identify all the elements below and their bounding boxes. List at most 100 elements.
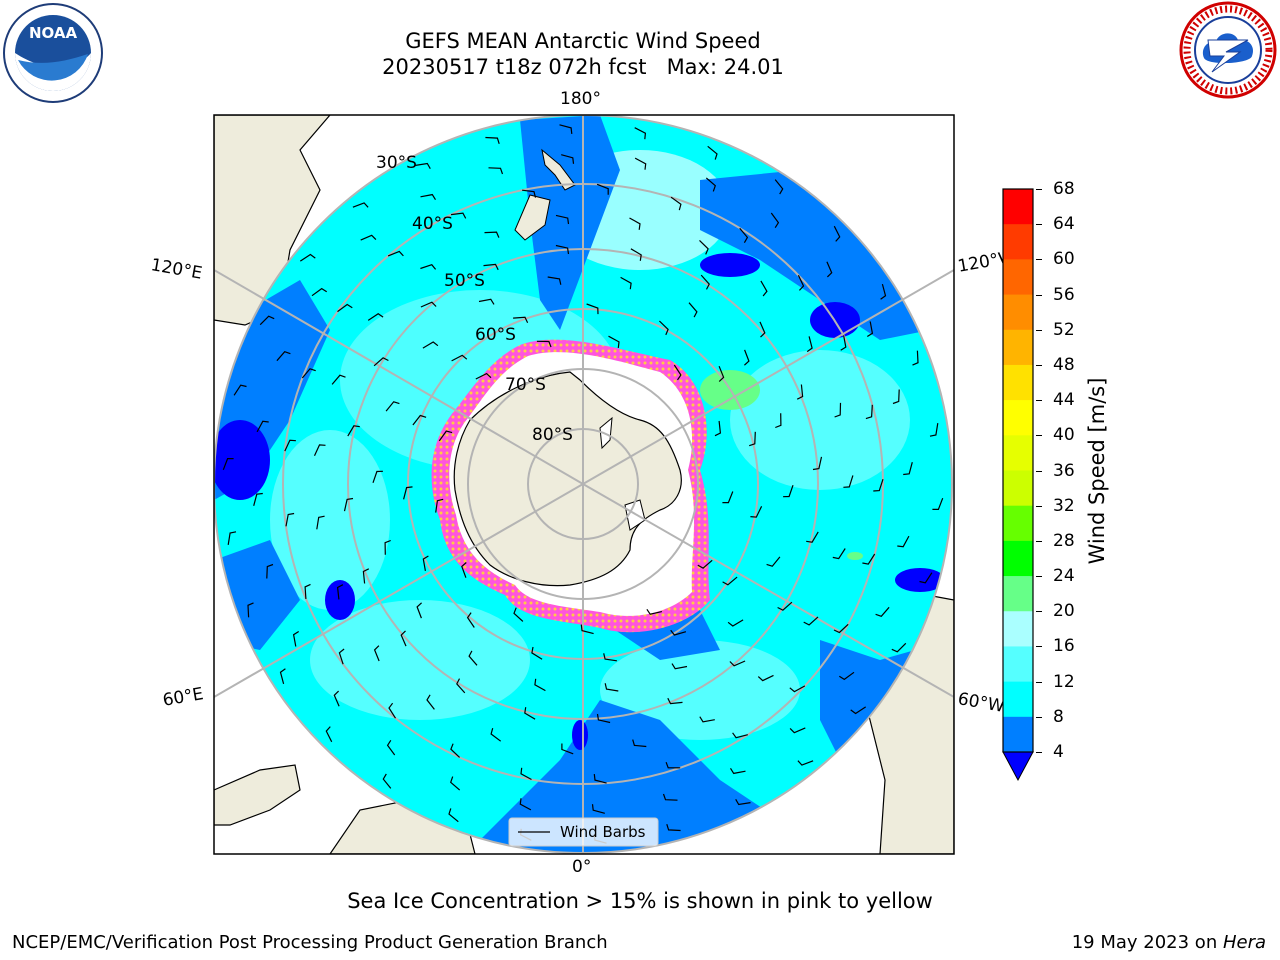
wind-barb	[331, 374, 346, 385]
wind-barb	[593, 774, 607, 784]
colorbar-segment	[1003, 294, 1033, 331]
wind-barb	[838, 671, 855, 681]
wind-barb	[670, 629, 687, 636]
wind-barb	[304, 583, 311, 599]
wind-barb	[620, 276, 632, 290]
colorbar-tick-mark	[1036, 400, 1042, 402]
lat-label-80s: 80°S	[532, 425, 573, 445]
colorbar-tick-label: 68	[1053, 179, 1075, 199]
wind-barb	[727, 619, 744, 627]
wind-barb	[722, 576, 738, 586]
colorbar-tick-label: 16	[1053, 636, 1075, 657]
wind-barb	[426, 694, 435, 710]
wind-barb	[266, 563, 274, 579]
wind-barb	[555, 214, 570, 225]
colorbar-segment	[1003, 470, 1033, 507]
footer-date: 19 May 2023 on Hera	[1071, 932, 1266, 953]
wind-barb	[789, 685, 806, 693]
wind-barb	[806, 531, 819, 543]
wind-barb	[555, 244, 570, 255]
wind-barb	[912, 350, 919, 366]
colorbar	[1002, 188, 1034, 782]
colorbar-tick-mark	[1036, 329, 1042, 331]
footer-branch: NCEP/EMC/Verification Post Processing Pr…	[12, 932, 608, 953]
wind-barb	[774, 179, 784, 195]
wind-barb	[534, 678, 546, 692]
lon-label-0: 0°	[572, 857, 592, 877]
chart-subtitle: 20230517 t18z 072h fcst Max: 24.01	[382, 55, 784, 79]
colorbar-segment	[1003, 716, 1033, 753]
wind-barb	[670, 196, 682, 211]
colorbar-tick-label: 24	[1053, 566, 1075, 587]
colorbar-segment	[1003, 540, 1033, 577]
wind-barb	[826, 261, 833, 278]
wind-barb	[739, 227, 749, 243]
lat-label-50s: 50°S	[444, 271, 485, 291]
wind-barb	[919, 572, 933, 584]
colorbar-extend-arrow	[1002, 751, 1034, 782]
wind-barb	[450, 212, 467, 219]
colorbar-tick-label: 8	[1053, 706, 1064, 727]
legend-label: Wind Barbs	[560, 823, 646, 841]
wind-barb	[520, 767, 532, 781]
map-frame	[213, 114, 955, 855]
wind-barb	[233, 384, 247, 396]
colorbar-tick-label: 40	[1053, 425, 1075, 446]
wind-barb	[343, 497, 354, 512]
wind-barb	[415, 162, 431, 169]
wind-barb	[875, 606, 890, 618]
colorbar-tick-mark	[1036, 189, 1042, 190]
colorbar-tick-mark	[1036, 752, 1042, 753]
colorbar-tick-label: 44	[1053, 390, 1075, 411]
colorbar-tick-mark	[1036, 576, 1042, 578]
wind-barb	[806, 336, 813, 353]
wind-barb	[632, 739, 647, 748]
colorbar-segment	[1003, 259, 1033, 296]
wind-barb	[256, 420, 269, 433]
wind-barb	[449, 776, 461, 791]
graticule	[214, 115, 954, 854]
wind-barb	[253, 492, 263, 506]
wind-barb	[547, 276, 562, 285]
wind-barb	[386, 739, 396, 756]
wind-barb	[316, 515, 325, 530]
colorbar-tick-mark	[1036, 505, 1042, 507]
wind-barb	[760, 280, 768, 297]
wind-barb	[707, 145, 718, 160]
antarctica	[453, 371, 682, 587]
wind-barb	[524, 707, 536, 720]
wind-barb	[833, 623, 849, 634]
wind-barb	[722, 491, 734, 504]
colorbar-tick-mark	[1036, 540, 1042, 542]
colorbar-tick-label: 52	[1053, 319, 1075, 340]
wind-barb	[461, 562, 467, 578]
wind-barb	[448, 808, 459, 823]
wind-barb	[700, 274, 710, 290]
wind-barb	[456, 678, 466, 694]
wind-barb	[561, 743, 574, 755]
lat-label-60s: 60°S	[475, 325, 516, 345]
wind-barb	[673, 364, 682, 381]
colorbar-segment	[1003, 329, 1033, 366]
wind-barb	[840, 335, 847, 351]
wind-barb	[373, 645, 380, 662]
wind-barb	[862, 553, 876, 565]
wind-barb	[488, 167, 504, 175]
wind-barb	[729, 767, 746, 775]
wind-barb	[382, 773, 392, 789]
wind-barb	[338, 648, 345, 665]
colorbar-tick-label: 56	[1053, 284, 1075, 305]
wind-barb	[580, 624, 594, 635]
colorbar-segment	[1003, 681, 1033, 718]
wind-barb	[352, 202, 369, 208]
wind-barb	[536, 340, 552, 348]
wind-barb	[903, 462, 913, 476]
wind-barb	[466, 612, 475, 628]
wind-barb	[666, 824, 681, 832]
wind-barb	[422, 341, 439, 349]
wind-barb	[750, 506, 763, 518]
wind-barb	[333, 690, 340, 707]
wind-barb	[932, 497, 944, 510]
wind-barb	[880, 283, 887, 300]
